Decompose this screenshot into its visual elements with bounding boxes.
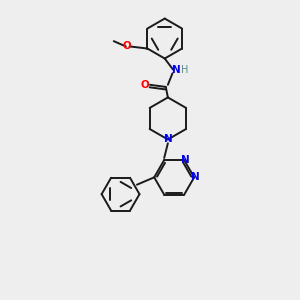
Text: O: O xyxy=(123,41,131,51)
Text: N: N xyxy=(181,155,190,165)
Text: N: N xyxy=(172,65,181,75)
Text: N: N xyxy=(191,172,200,182)
Text: H: H xyxy=(182,65,189,75)
Text: N: N xyxy=(164,134,172,145)
Text: O: O xyxy=(141,80,150,90)
